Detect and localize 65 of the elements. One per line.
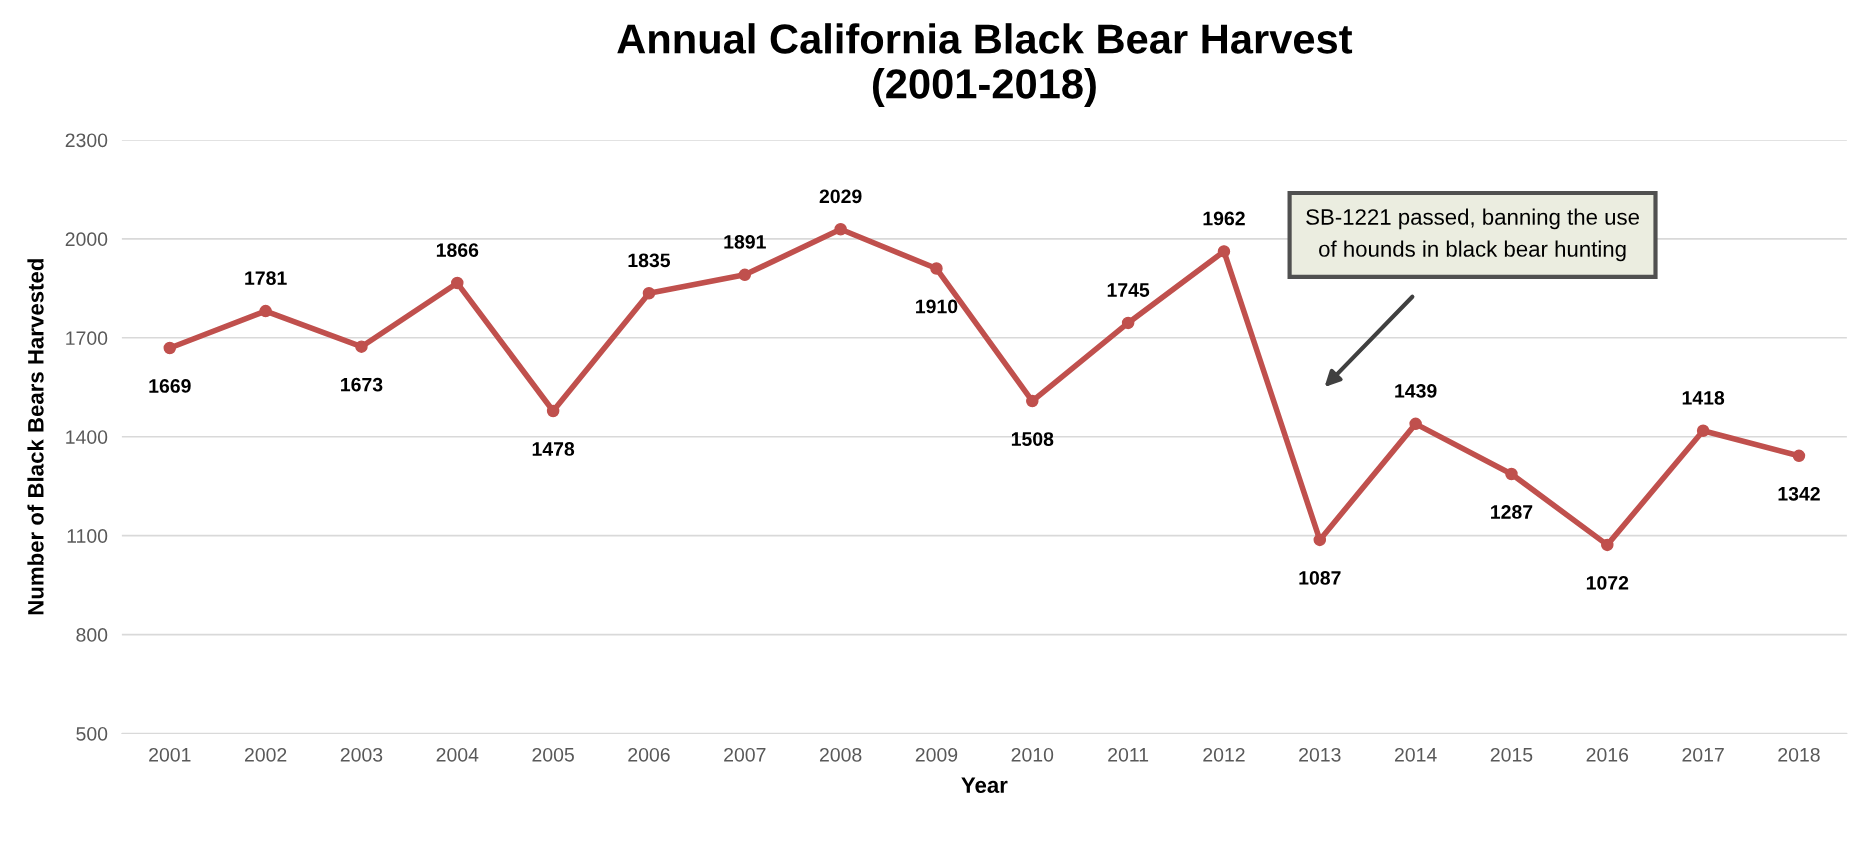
x-tick-label: 2004 <box>436 747 479 762</box>
point <box>930 262 943 275</box>
x-tick-label: 2014 <box>1394 747 1437 762</box>
x-tick-label: 2006 <box>628 747 670 762</box>
data-label: 1439 <box>1395 384 1437 398</box>
point <box>451 276 464 290</box>
x-tick-label: 2001 <box>149 747 191 762</box>
data-label: 1508 <box>1011 432 1054 446</box>
point <box>1696 424 1710 438</box>
y-tick-label: 1100 <box>67 529 108 543</box>
y-tick-label: 500 <box>76 726 108 741</box>
data-label: 1910 <box>916 299 958 314</box>
annotation: SB-1221 passed, banning the use of hounds in black bear hunting <box>1306 208 1639 262</box>
point <box>355 340 368 353</box>
data-label: 2029 <box>819 189 862 204</box>
y-tick-label: 1400 <box>66 430 108 444</box>
point <box>163 341 177 355</box>
point <box>1313 533 1327 547</box>
y-tick-label: 2000 <box>65 232 108 247</box>
data-label: 1072 <box>1586 575 1629 590</box>
x-tick-label: 2011 <box>1108 747 1149 762</box>
point <box>1217 245 1231 258</box>
x-tick-label: 2010 <box>1011 747 1054 762</box>
x-tick-label: 2007 <box>724 747 766 762</box>
x-tick-label: 2008 <box>819 747 862 762</box>
x-tick-label: 2012 <box>1203 747 1245 762</box>
x-tick-label: 2013 <box>1299 747 1341 762</box>
point <box>1121 316 1135 330</box>
data-label: 1962 <box>1203 211 1245 226</box>
y-tick-label: 800 <box>76 628 108 642</box>
point <box>546 404 560 418</box>
point <box>1026 394 1039 408</box>
data-label: 1342 <box>1778 486 1820 501</box>
y-tick-label: 2300 <box>65 133 108 148</box>
x-tick-label: 2016 <box>1586 747 1629 762</box>
data-label: 1891 <box>724 234 766 249</box>
data-label: 1866 <box>436 243 479 257</box>
x-axis-title: Year <box>961 777 1008 793</box>
data-label: 1478 <box>532 442 575 456</box>
x-tick-label: 2002 <box>244 747 287 762</box>
data-label: 1835 <box>628 253 671 268</box>
x-tick-label: 2003 <box>340 747 383 762</box>
point <box>1409 417 1422 431</box>
point <box>1601 538 1614 552</box>
point <box>1792 449 1806 463</box>
data-label: 1673 <box>341 377 383 392</box>
point <box>834 223 847 236</box>
data-label: 1087 <box>1299 571 1341 585</box>
data-label: 1669 <box>149 379 191 393</box>
x-tick-label: 2015 <box>1490 747 1533 762</box>
chart-title: Annual California Black Bear Harvest (2001-2018) <box>617 23 1353 107</box>
point <box>259 304 272 318</box>
y-tick-label: 1700 <box>66 331 108 346</box>
x-tick-label: 2005 <box>532 747 574 762</box>
data-label: 1418 <box>1682 390 1725 405</box>
x-tick-label: 2009 <box>915 747 958 762</box>
y-axis-title: Number of Black Bears Harvested <box>27 259 44 615</box>
data-label: 1745 <box>1107 283 1150 297</box>
point <box>738 268 752 282</box>
data-label: 1287 <box>1491 505 1533 519</box>
x-tick-label: 2017 <box>1682 747 1724 762</box>
data-label: 1781 <box>245 271 287 286</box>
point <box>1505 467 1518 481</box>
point <box>642 287 656 300</box>
x-tick-label: 2018 <box>1778 747 1820 762</box>
